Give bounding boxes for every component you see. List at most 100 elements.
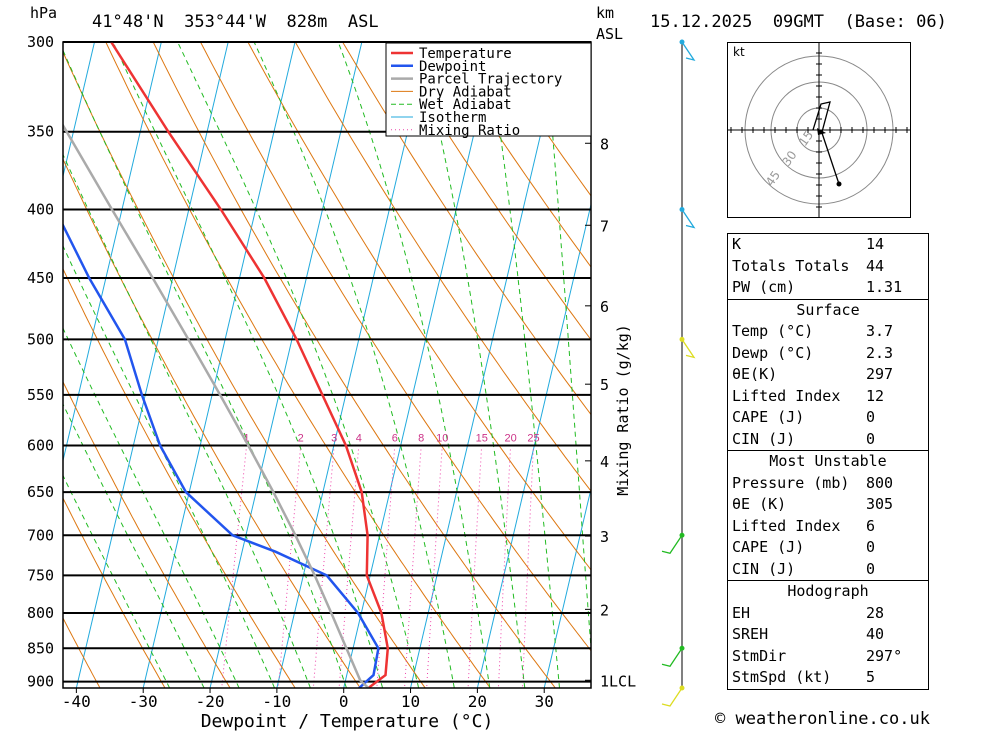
pressure-tick-label: 500 xyxy=(27,330,54,348)
wind-barb xyxy=(681,209,696,229)
index-value: 297 xyxy=(866,365,894,383)
index-row: StmDir 297° xyxy=(728,646,928,668)
index-row: StmSpd (kt) 5 xyxy=(728,667,928,689)
dry-adiabat-line xyxy=(436,42,591,268)
wet-adiabat-line xyxy=(418,42,526,688)
pressure-tick-label: 700 xyxy=(27,526,54,544)
index-row: θE (K) 305 xyxy=(728,494,928,516)
index-value: 1.31 xyxy=(866,278,903,296)
index-label: Lifted Index xyxy=(732,386,841,405)
hodograph-title: Hodograph xyxy=(787,582,869,600)
most-unstable-rows: Pressure (mb) 800 θE (K) 305 Lifted Index 6 CA… xyxy=(728,473,928,581)
mixing-ratio-label: 4 xyxy=(356,433,362,445)
storm-motion-point xyxy=(836,181,842,187)
index-label: CAPE (J) xyxy=(732,408,805,426)
mixing-ratio-label: 8 xyxy=(418,433,424,445)
pressure-tick-label: 400 xyxy=(27,200,54,218)
index-label: θE (K) xyxy=(732,495,787,513)
wet-adiabat-line xyxy=(486,42,560,688)
dry-adiabat-line xyxy=(152,42,556,688)
index-value: 0 xyxy=(866,429,876,448)
km-tick-label: 6 xyxy=(600,298,609,316)
temp-tick-label: -40 xyxy=(62,692,91,711)
km-tick-label: 3 xyxy=(600,528,609,546)
isotherm-line xyxy=(75,42,229,688)
index-row: Temp (°C) 3.7 xyxy=(728,321,928,343)
index-value: 28 xyxy=(866,603,885,622)
km-tick-label: 8 xyxy=(600,135,609,153)
wet-adiabat-line xyxy=(337,42,491,688)
isotherm-line xyxy=(63,42,162,463)
wind-profile xyxy=(661,39,696,707)
index-value: 14 xyxy=(866,235,885,253)
index-row: Totals Totals 44 xyxy=(728,256,928,278)
index-value: 40 xyxy=(866,625,885,643)
index-row: EH 28 xyxy=(728,603,928,625)
indices-top: K 14 Totals Totals 44 PW (cm) 1.31 xyxy=(728,234,928,299)
index-label: CAPE (J) xyxy=(732,538,805,556)
dry-adiabat-line xyxy=(294,42,591,492)
index-row: θE(K) 297 xyxy=(728,364,928,386)
dry-adiabat-line xyxy=(63,497,166,688)
temp-tick-label: 20 xyxy=(468,692,487,711)
index-value: 6 xyxy=(866,516,876,535)
mixing-ratio-line xyxy=(522,445,534,688)
wet-adiabat-line xyxy=(544,42,591,656)
mixing-ratio-label: 3 xyxy=(331,433,337,445)
legend-entry: Dewpoint xyxy=(419,59,486,75)
pressure-tick-label: 900 xyxy=(27,673,54,691)
dry-adiabat-line xyxy=(63,158,361,688)
dry-adiabat-line xyxy=(105,42,491,688)
hodograph-trace xyxy=(812,101,831,133)
series-parcel-trajectory xyxy=(63,123,370,688)
index-value: 297° xyxy=(866,646,903,665)
hodograph-section: Hodograph EH 28 SREH 40 StmDir 297° StmSpd (kt… xyxy=(728,580,928,689)
index-value: 5 xyxy=(866,668,876,686)
km-tick-label: 4 xyxy=(600,453,609,471)
index-label: Totals Totals xyxy=(732,256,850,275)
mixing-ratio-line xyxy=(221,445,248,688)
temp-tick-label: -20 xyxy=(196,692,225,711)
mixing-ratio-line xyxy=(467,445,483,688)
index-row: Dewp (°C) 2.3 xyxy=(728,343,928,365)
legend-entry: Wet Adiabat xyxy=(419,97,512,113)
index-label: CIN (J) xyxy=(732,559,796,578)
pressure-tick-label: 650 xyxy=(27,483,54,501)
isotherm-line xyxy=(209,42,363,688)
index-label: CIN (J) xyxy=(732,429,796,448)
profiles xyxy=(63,42,390,688)
plot-frame xyxy=(62,41,592,689)
surface-rows: Temp (°C) 3.7 Dewp (°C) 2.3 θE(K) 297 Lifted I… xyxy=(728,321,928,450)
most-unstable-title: Most Unstable xyxy=(769,452,887,470)
km-tick-label: 1LCL xyxy=(600,672,636,690)
wind-barb xyxy=(661,534,683,555)
axes: -40 -30 -20 -10 0 10 20 30 Dewpoint / Temperatur… xyxy=(62,41,636,732)
storm-motion-arrow xyxy=(817,128,826,135)
temp-tick-label: 0 xyxy=(339,692,349,711)
index-label: Temp (°C) xyxy=(732,322,814,340)
legend-entry: Isotherm xyxy=(419,110,486,126)
x-axis-label: Dewpoint / Temperature (°C) xyxy=(201,711,494,732)
asl-label: ASL xyxy=(596,25,624,43)
mixing-ratio-label: 15 xyxy=(476,433,488,445)
mixing-ratio-line xyxy=(426,445,443,688)
legend-entry: Dry Adiabat xyxy=(419,84,512,100)
mixing-ratio-label: 2 xyxy=(298,433,304,445)
mixing-ratio-label: 1 xyxy=(244,433,250,445)
dry-adiabat-line xyxy=(389,42,591,341)
mixing-ratio-label: 25 xyxy=(527,433,539,445)
index-label: Lifted Index xyxy=(732,516,841,535)
wind-barb xyxy=(661,647,683,668)
index-row: CIN (J) 0 xyxy=(728,559,928,581)
index-label: PW (cm) xyxy=(732,278,796,296)
mixing-ratio-label: 20 xyxy=(504,433,516,445)
index-row: PW (cm) 1.31 xyxy=(728,277,928,299)
mixing-ratio-label: 10 xyxy=(436,433,448,445)
temp-tick-label: -30 xyxy=(129,692,158,711)
mixing-ratio-axis-label: Mixing Ratio (g/kg) xyxy=(614,324,632,496)
hodograph-unit-label: kt xyxy=(733,45,745,59)
index-value: 12 xyxy=(866,386,885,405)
index-label: EH xyxy=(732,603,751,622)
